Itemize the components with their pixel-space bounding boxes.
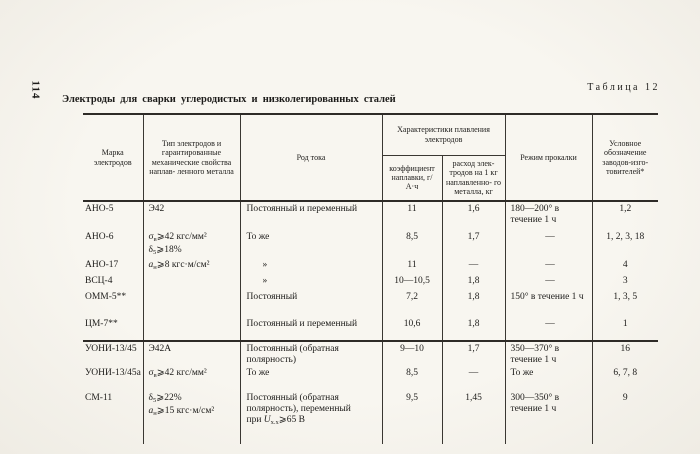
cell-uslov: 4 — [591, 258, 658, 274]
cell-rod: » — [239, 274, 383, 290]
cell-rashod: 1,8 — [441, 290, 506, 317]
cell-koef: 11 — [381, 201, 443, 230]
cell-tip: Э42 — [142, 201, 241, 230]
cell-rezhim: 180—200° в течение 1 ч — [504, 201, 593, 230]
cell-rod: Постоянный (обратная полярность), переме… — [239, 391, 383, 444]
cell-uslov: 9 — [591, 391, 658, 444]
cell-uslov: 1 — [591, 317, 658, 341]
cell-tip: σв⩾42 кгс/мм² δ5⩾18% — [142, 230, 241, 258]
cell-rezhim: — — [504, 258, 593, 274]
header-cell-rod: Род тока — [239, 114, 383, 201]
cell-uslov: 3 — [591, 274, 658, 290]
table-row-uoni-13-45a: УОНИ-13/45а σв⩾42 кгс/мм² То же 8,5 — То… — [83, 366, 658, 391]
cell-tip: aн⩾8 кгс·м/см² — [142, 258, 241, 274]
cell-tip — [142, 274, 241, 290]
page-number: 114 — [29, 80, 42, 100]
cell-marka: УОНИ-13/45а — [83, 366, 144, 391]
cell-koef: 9,5 — [381, 391, 443, 444]
table-row-vsc-4: ВСЦ-4 » 10—10,5 1,8 — 3 — [83, 274, 658, 290]
cell-marka: АНО-6 — [83, 230, 144, 258]
table-row-ano-5: АНО-5 Э42 Постоянный и переменный 11 1,6… — [83, 201, 658, 230]
header-cell-rezhim: Режим прокалки — [504, 114, 593, 201]
cell-rod: Постоянный (обратная полярность) — [239, 341, 383, 366]
cell-rod: Постоянный — [239, 290, 383, 317]
cell-marka: АНО-5 — [83, 201, 144, 230]
cell-koef: 8,5 — [381, 366, 443, 391]
cell-rashod: 1,45 — [441, 391, 506, 444]
cell-koef: 7,2 — [381, 290, 443, 317]
header-cell-rashod: расход элек- тродов на 1 кг наплавленно-… — [441, 155, 506, 201]
table-row-ano-17: АНО-17 aн⩾8 кгс·м/см² » 11 — — 4 — [83, 258, 658, 274]
cell-rod: То же — [239, 366, 383, 391]
cell-rod: Постоянный и переменный — [239, 317, 383, 341]
cell-rezhim: 350—370° в течение 1 ч — [504, 341, 593, 366]
cell-rashod: 1,8 — [441, 317, 506, 341]
cell-rashod: — — [441, 258, 506, 274]
table-label: Таблица 12 — [587, 82, 660, 93]
cell-rod: То же — [239, 230, 383, 258]
table-row-omm-5: ОММ-5** Постоянный 7,2 1,8 150° в течени… — [83, 290, 658, 317]
cell-marka: ВСЦ-4 — [83, 274, 144, 290]
cell-marka: ЦМ-7** — [83, 317, 144, 341]
cell-rezhim: — — [504, 317, 593, 341]
cell-marka: АНО-17 — [83, 258, 144, 274]
table-row-uoni-13-45: УОНИ-13/45 Э42А Постоянный (обратная пол… — [83, 341, 658, 366]
cell-rezhim: То же — [504, 366, 593, 391]
cell-uslov: 1, 3, 5 — [591, 290, 658, 317]
electrodes-table: Марка электродов Тип электродов и гарант… — [83, 113, 658, 444]
cell-koef: 10—10,5 — [381, 274, 443, 290]
cell-koef: 8,5 — [381, 230, 443, 258]
cell-tip: σв⩾42 кгс/мм² — [142, 366, 241, 391]
table-row-sm-11: СМ-11 δ5⩾22% aн⩾15 кгс·м/см² Постоянный (… — [83, 391, 658, 444]
cell-rod: Постоянный и переменный — [239, 201, 383, 230]
cell-marka: СМ-11 — [83, 391, 144, 444]
cell-rezhim: 150° в течение 1 ч — [504, 290, 593, 317]
cell-rashod: 1,8 — [441, 274, 506, 290]
cell-rezhim: — — [504, 274, 593, 290]
table-row-ano-6: АНО-6 σв⩾42 кгс/мм² δ5⩾18% То же 8,5 1,7 … — [83, 230, 658, 258]
cell-tip: Э42А — [142, 341, 241, 366]
cell-marka: ОММ-5** — [83, 290, 144, 317]
cell-rezhim: 300—350° в течение 1 ч — [504, 391, 593, 444]
table-header: Марка электродов Тип электродов и гарант… — [83, 114, 658, 201]
cell-tip: δ5⩾22% aн⩾15 кгс·м/см² — [142, 391, 241, 444]
cell-koef: 9—10 — [381, 341, 443, 366]
cell-rod: » — [239, 258, 383, 274]
cell-marka: УОНИ-13/45 — [83, 341, 144, 366]
table-row-cm-7: ЦМ-7** Постоянный и переменный 10,6 1,8 … — [83, 317, 658, 341]
cell-rashod: 1,7 — [441, 341, 506, 366]
table-body-group-1: АНО-5 Э42 Постоянный и переменный 11 1,6… — [83, 201, 658, 341]
header-cell-koef: коэффициент наплавки, г/А·ч — [381, 155, 443, 201]
cell-rashod: 1,7 — [441, 230, 506, 258]
header-cell-marka: Марка электродов — [83, 114, 144, 201]
header-cell-melting-group: Характеристики плавления электродов — [381, 114, 506, 156]
header-cell-uslov: Условное обозначение заводов-изго- товит… — [591, 114, 658, 201]
cell-koef: 10,6 — [381, 317, 443, 341]
cell-uslov: 16 — [591, 341, 658, 366]
cell-rashod: 1,6 — [441, 201, 506, 230]
cell-uslov: 6, 7, 8 — [591, 366, 658, 391]
table-body-group-2: УОНИ-13/45 Э42А Постоянный (обратная пол… — [83, 341, 658, 444]
header-cell-tip: Тип электродов и гарантированные механич… — [142, 114, 241, 201]
cell-koef: 11 — [381, 258, 443, 274]
page-title: Электроды для сварки углеродистых и низк… — [62, 94, 396, 105]
cell-rashod: — — [441, 366, 506, 391]
cell-tip — [142, 290, 241, 317]
cell-tip — [142, 317, 241, 341]
cell-uslov: 1, 2, 3, 18 — [591, 230, 658, 258]
cell-uslov: 1,2 — [591, 201, 658, 230]
cell-rezhim: — — [504, 230, 593, 258]
